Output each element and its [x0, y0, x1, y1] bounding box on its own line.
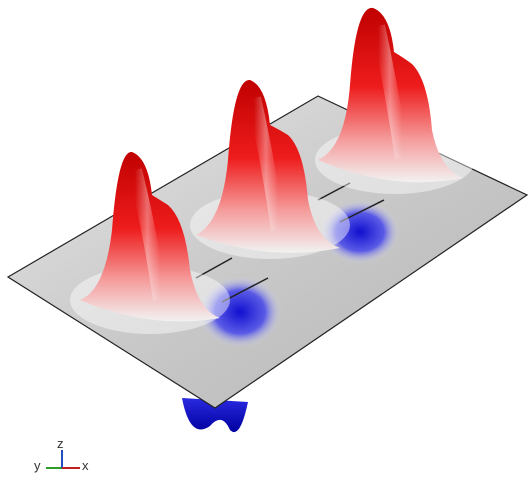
triad-label: z — [57, 436, 64, 451]
page: y z x (() => { const data = JSON.parse(d… — [0, 0, 528, 483]
triad-label: y — [34, 458, 41, 473]
axis-triad: y z x — [34, 436, 89, 473]
triad-label: x — [82, 458, 89, 473]
surface-plot: y z x — [0, 0, 528, 483]
